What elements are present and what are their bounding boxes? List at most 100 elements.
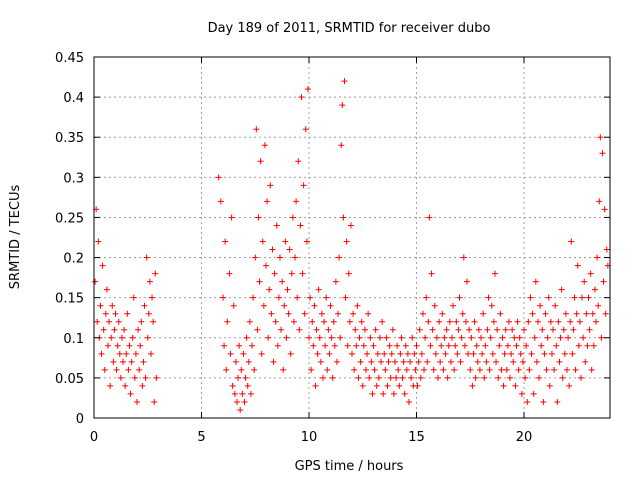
data-point — [557, 334, 564, 341]
data-point — [527, 294, 534, 301]
data-point — [440, 366, 447, 373]
data-point — [460, 254, 467, 261]
data-point — [272, 318, 279, 325]
data-point — [131, 374, 138, 381]
data-point — [276, 254, 283, 261]
data-point — [593, 318, 600, 325]
data-point — [144, 334, 151, 341]
data-point — [423, 294, 430, 301]
data-point — [491, 270, 498, 277]
data-point — [143, 254, 150, 261]
data-point — [561, 350, 568, 357]
y-tick-label: 0.1 — [63, 332, 84, 347]
data-point — [388, 350, 395, 357]
data-point — [279, 278, 286, 285]
data-point — [123, 350, 130, 357]
data-point — [493, 358, 500, 365]
data-point — [422, 334, 429, 341]
data-point — [375, 374, 382, 381]
data-point — [232, 358, 239, 365]
data-point — [231, 390, 238, 397]
data-point — [530, 390, 537, 397]
data-point — [584, 342, 591, 349]
data-point — [145, 310, 152, 317]
data-point — [517, 350, 524, 357]
data-point — [518, 390, 525, 397]
y-tick-label: 0.25 — [55, 211, 84, 226]
data-point — [475, 326, 482, 333]
data-point — [373, 382, 380, 389]
data-point — [467, 366, 474, 373]
data-point — [570, 326, 577, 333]
data-point — [573, 310, 580, 317]
data-point — [512, 382, 519, 389]
data-point — [602, 310, 609, 317]
y-tick-label: 0.05 — [55, 372, 84, 387]
chart-title: Day 189 of 2011, SRMTID for receiver dub… — [208, 21, 491, 36]
data-point — [361, 326, 368, 333]
data-point — [315, 286, 322, 293]
data-point — [118, 334, 125, 341]
data-point — [117, 374, 124, 381]
data-point — [229, 382, 236, 389]
data-point — [107, 382, 114, 389]
data-point — [528, 350, 535, 357]
data-point — [581, 278, 588, 285]
data-point — [501, 350, 508, 357]
data-point — [252, 254, 259, 261]
data-point — [222, 238, 229, 245]
data-point — [111, 326, 118, 333]
data-point — [347, 222, 354, 229]
data-point — [565, 334, 572, 341]
data-point — [538, 342, 545, 349]
data-point — [109, 302, 116, 309]
data-point — [544, 334, 551, 341]
data-point — [339, 102, 346, 109]
data-point — [340, 214, 347, 221]
data-point — [332, 278, 339, 285]
data-point — [318, 310, 325, 317]
data-point — [345, 270, 352, 277]
data-point — [482, 342, 489, 349]
data-point — [550, 326, 557, 333]
data-point — [589, 310, 596, 317]
data-point — [575, 342, 582, 349]
data-point — [401, 390, 408, 397]
data-point — [597, 134, 604, 141]
data-point — [359, 382, 366, 389]
data-point — [342, 294, 349, 301]
data-point — [282, 238, 289, 245]
data-point — [435, 374, 441, 381]
data-point — [258, 350, 265, 357]
data-point — [366, 374, 373, 381]
data-point — [476, 366, 483, 373]
data-point — [128, 358, 135, 365]
data-point — [122, 382, 129, 389]
data-point — [287, 350, 294, 357]
data-point — [367, 334, 374, 341]
data-point — [479, 350, 486, 357]
data-point — [489, 350, 496, 357]
data-point — [415, 358, 422, 365]
data-point — [495, 374, 502, 381]
data-point — [360, 342, 367, 349]
data-point — [532, 278, 539, 285]
data-point — [546, 382, 553, 389]
data-point — [356, 334, 363, 341]
data-point — [514, 318, 521, 325]
y-tick-label: 0 — [76, 412, 84, 427]
data-point — [427, 342, 434, 349]
data-point — [221, 342, 228, 349]
y-tick-label: 0.35 — [55, 131, 84, 146]
data-point — [587, 270, 594, 277]
data-point — [397, 350, 404, 357]
data-point — [153, 374, 160, 381]
data-point — [393, 374, 400, 381]
data-point — [278, 326, 285, 333]
data-point — [136, 366, 143, 373]
data-point — [554, 398, 561, 405]
x-tick-label: 5 — [197, 430, 205, 445]
data-point — [484, 326, 491, 333]
data-point — [140, 358, 147, 365]
data-point — [551, 366, 558, 373]
